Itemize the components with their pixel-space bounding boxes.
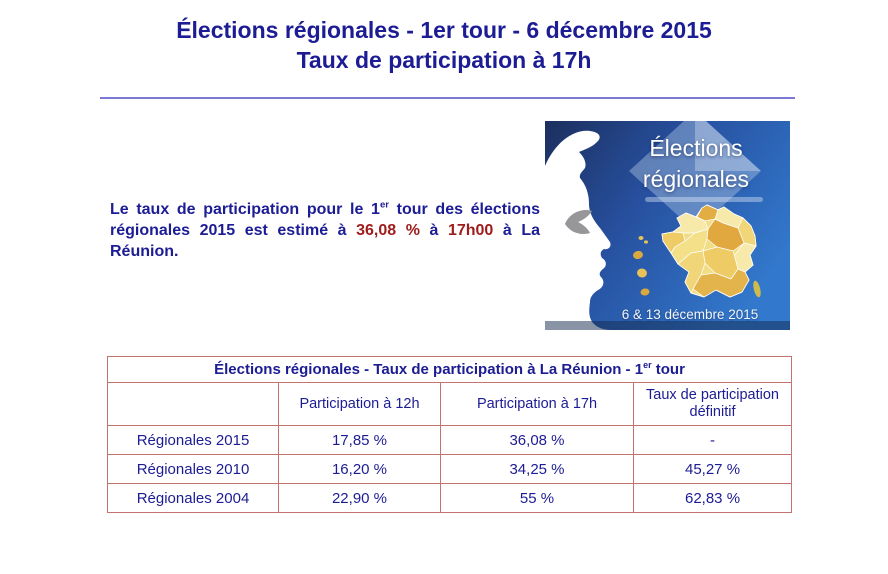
time-highlight: 17h00 [447, 222, 494, 239]
column-header-taux-definitif: Taux de participation définitif [632, 382, 793, 426]
page-title-line2: Taux de participation à 17h [296, 47, 592, 73]
table-header-row: Participation à 12h Participation à 17h … [107, 382, 793, 426]
participation-table: Élections régionales - Taux de participa… [106, 356, 793, 513]
title-divider [100, 97, 795, 99]
column-header-empty [107, 382, 279, 426]
cell-participation-17h: 55 % [440, 483, 634, 513]
cell-taux-definitif: - [632, 425, 793, 455]
row-label: Régionales 2015 [107, 425, 279, 455]
banner-title-line1: Élections [649, 135, 743, 161]
page-title: Élections régionales - 1er tour - 6 déce… [0, 15, 888, 75]
participation-rate-highlight: 36,08 % [356, 222, 420, 239]
france-map-icon [661, 204, 757, 298]
table-title-text: Élections régionales - Taux de participa… [214, 361, 644, 378]
page-title-line1: Élections régionales - 1er tour - 6 déce… [176, 17, 712, 43]
intro-superscript: er [379, 199, 390, 211]
cell-participation-12h: 17,85 % [278, 425, 441, 455]
table-row: Régionales 2010 16,20 % 34,25 % 45,27 % [107, 454, 793, 484]
intro-text: Le taux de participation pour le 1 [110, 201, 380, 218]
table-title-superscript: er [643, 360, 652, 370]
table-row: Régionales 2015 17,85 % 36,08 % - [107, 425, 793, 455]
banner-bottom-strip [545, 321, 790, 330]
cell-participation-17h: 36,08 % [440, 425, 634, 455]
intro-text: à La Réunion. [110, 222, 541, 260]
elections-banner: Élections régionales 6 & 13 décembre 201… [545, 121, 790, 330]
cell-participation-12h: 22,90 % [278, 483, 441, 513]
intro-text: à [419, 222, 448, 239]
cell-participation-12h: 16,20 % [278, 454, 441, 484]
column-header-participation-17h: Participation à 17h [440, 382, 634, 426]
row-label: Régionales 2004 [107, 483, 279, 513]
intro-text: tour des élections régionales 2015 est e… [110, 201, 540, 239]
row-label: Régionales 2010 [107, 454, 279, 484]
table-title: Élections régionales - Taux de participa… [106, 356, 793, 383]
gray-wing-icon [565, 210, 592, 234]
table-row: Régionales 2004 22,90 % 55 % 62,83 % [107, 483, 793, 513]
cell-taux-definitif: 45,27 % [632, 454, 793, 484]
cell-participation-17h: 34,25 % [440, 454, 634, 484]
elections-banner-artwork [545, 121, 790, 330]
table-title-text: tour [651, 361, 685, 378]
banner-title-line2: régionales [642, 166, 750, 192]
column-header-participation-12h: Participation à 12h [278, 382, 441, 426]
intro-paragraph: Le taux de participation pour le 1er tou… [110, 199, 540, 262]
ballot-envelope-icon [629, 121, 763, 231]
corsica-icon [753, 280, 761, 298]
overseas-islands-icon [633, 236, 650, 296]
cell-taux-definitif: 62,83 % [632, 483, 793, 513]
banner-dates: 6 & 13 décembre 2015 [621, 307, 759, 322]
banner-title: Élections régionales [603, 133, 789, 195]
